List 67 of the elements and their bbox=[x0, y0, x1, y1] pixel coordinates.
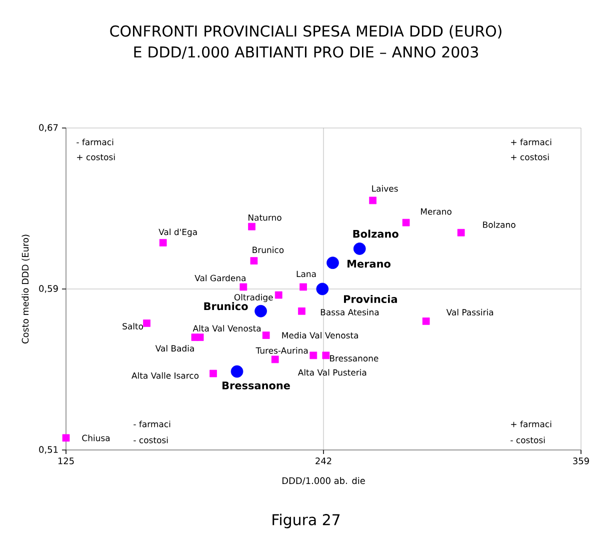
series-label: Salto bbox=[122, 322, 144, 330]
point bbox=[310, 352, 318, 360]
series-label: Brunico bbox=[204, 302, 248, 310]
series-label: Merano bbox=[421, 208, 452, 215]
point bbox=[298, 307, 306, 315]
point bbox=[457, 228, 465, 236]
point bbox=[369, 196, 376, 204]
point bbox=[230, 365, 244, 378]
point bbox=[402, 218, 410, 226]
series-label: Media Val Venosta bbox=[282, 332, 358, 339]
point bbox=[240, 283, 248, 291]
point bbox=[322, 352, 330, 360]
point bbox=[422, 317, 430, 325]
point bbox=[62, 434, 70, 442]
point bbox=[191, 334, 199, 341]
point bbox=[300, 283, 307, 291]
annotation: + farmaci bbox=[511, 138, 552, 146]
point bbox=[262, 332, 270, 339]
point bbox=[316, 282, 329, 296]
y-tick-label: 0,51 bbox=[39, 446, 58, 454]
series-label: Brunico bbox=[252, 246, 284, 254]
x-tick-label: 242 bbox=[316, 458, 332, 464]
annotation: + farmaci bbox=[511, 420, 552, 428]
series-label: Bressanone bbox=[330, 355, 378, 362]
series-label: Tures-Aurina bbox=[256, 347, 308, 354]
x-tick-label: 359 bbox=[573, 458, 589, 464]
point bbox=[271, 356, 279, 364]
series-label: Alta Val Pusteria bbox=[298, 369, 366, 376]
series-label: Merano bbox=[348, 260, 390, 268]
y-tick-label: 0,67 bbox=[39, 124, 58, 132]
series-label: Bressanone bbox=[222, 382, 290, 390]
series-label: Oltradige bbox=[234, 294, 273, 302]
annotation: - farmaci bbox=[134, 420, 170, 428]
point bbox=[274, 291, 282, 299]
series-label: Alta Valle Isarco bbox=[132, 372, 199, 379]
series-label: Chiusa bbox=[82, 434, 110, 442]
text: Val Passiria bbox=[446, 308, 494, 316]
series-label: Provincia bbox=[344, 294, 397, 304]
y-tick-label: 0,59 bbox=[39, 285, 58, 293]
series-label: Val Badia bbox=[155, 345, 194, 352]
series-label: Laives bbox=[372, 185, 398, 192]
x-tick-label: 125 bbox=[58, 458, 74, 464]
text: Bolzano bbox=[483, 221, 516, 228]
point bbox=[210, 370, 217, 378]
text: Figura 27 bbox=[272, 514, 340, 528]
series-label: Lana bbox=[296, 270, 316, 278]
point bbox=[254, 304, 267, 318]
series-label: Bassa Atesina bbox=[320, 308, 379, 316]
annotation: + costosi bbox=[511, 154, 549, 160]
point bbox=[326, 256, 339, 269]
annotation: + costosi bbox=[77, 154, 115, 160]
chart-title: CONFRONTI PROVINCIALI SPESA MEDIA DDD (EURO) E DDD/1.000 ABITIANTI PRO DIE – ANNO 2003 bbox=[110, 25, 502, 59]
series-label: Val d'Ega bbox=[158, 228, 197, 237]
annotation: - costosi bbox=[134, 436, 168, 444]
annotation: - costosi bbox=[510, 436, 545, 444]
series-label: Alta Val Venosta bbox=[192, 325, 261, 332]
series-label: Naturno bbox=[248, 214, 282, 221]
y-axis-title: Costo medio DDD (Euro) bbox=[22, 234, 30, 344]
series-label: Val Gardena bbox=[194, 274, 246, 282]
annotation: - farmaci bbox=[76, 138, 114, 146]
series-label: Bolzano bbox=[353, 230, 398, 238]
point bbox=[159, 239, 167, 246]
point bbox=[143, 320, 150, 327]
point bbox=[250, 257, 258, 264]
point bbox=[353, 242, 366, 255]
point bbox=[248, 222, 256, 230]
x-axis-title: DDD/1.000 ab. die bbox=[282, 477, 365, 485]
